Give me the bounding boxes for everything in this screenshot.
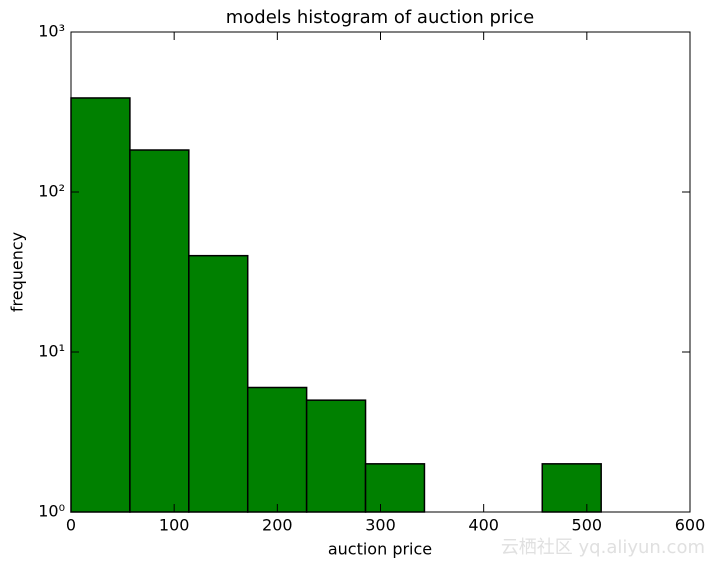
- bar: [305, 399, 367, 513]
- watermark: 云栖社区 yq.aliyun.com: [501, 537, 705, 558]
- x-tick-label: 100: [159, 516, 190, 535]
- y-tick-label: 10¹: [38, 342, 65, 361]
- bar: [70, 97, 131, 513]
- y-tick-label: 10⁰: [38, 502, 65, 521]
- y-tick-label: 10³: [38, 22, 65, 41]
- bar: [129, 149, 190, 513]
- y-tick-label: 10²: [38, 182, 65, 201]
- bar: [188, 254, 249, 513]
- bar: [364, 463, 426, 513]
- chart-title: models histogram of auction price: [226, 7, 535, 28]
- x-tick-label: 300: [365, 516, 396, 535]
- bar: [541, 463, 602, 513]
- x-axis-label: auction price: [328, 540, 432, 559]
- x-tick-label: 500: [572, 516, 603, 535]
- x-tick-label: 600: [675, 516, 706, 535]
- x-tick-label: 200: [262, 516, 293, 535]
- x-tick-label: 400: [468, 516, 499, 535]
- y-axis-label: frequency: [8, 232, 27, 312]
- bar: [246, 386, 308, 513]
- x-tick-label: 0: [66, 516, 76, 535]
- plot-frame: [70, 31, 691, 513]
